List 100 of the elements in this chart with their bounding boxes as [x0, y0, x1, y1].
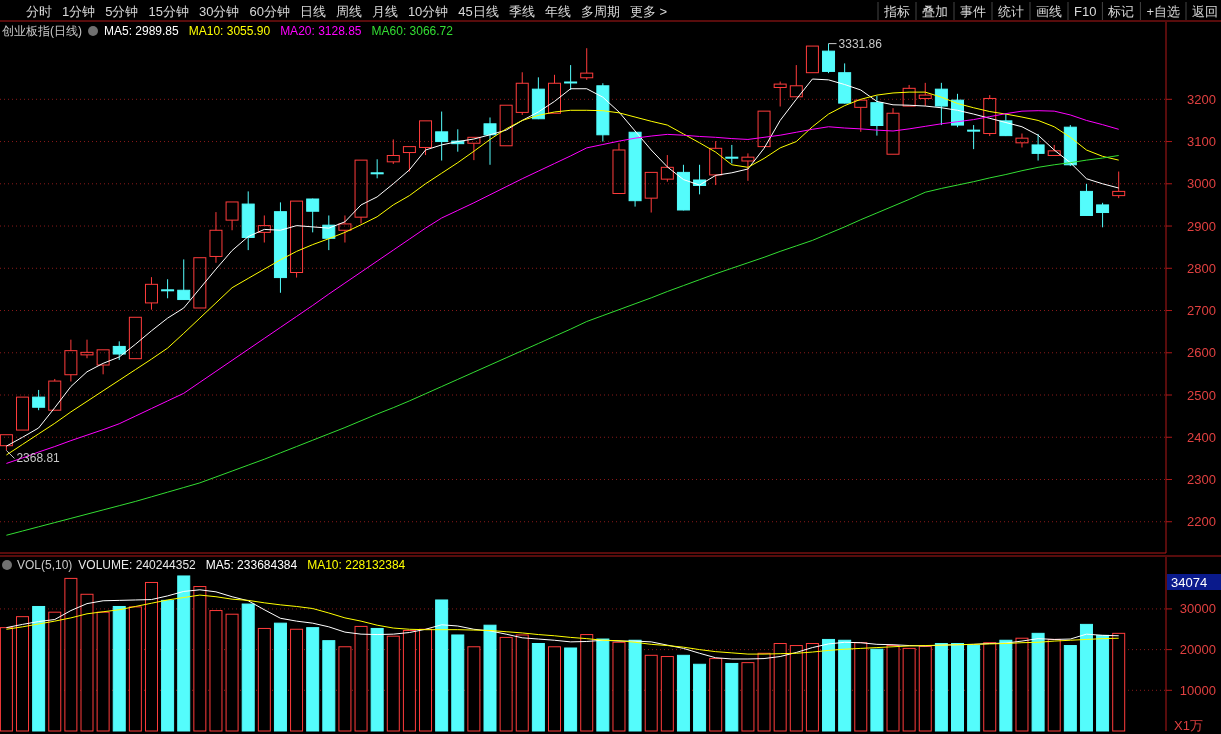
- bar: [660, 656, 674, 732]
- candlestick: [370, 158, 384, 179]
- candlestick: [822, 43, 836, 74]
- candlestick: [967, 124, 981, 150]
- bar: [499, 636, 513, 732]
- annotation: VOLUME: 240244352: [78, 558, 197, 572]
- bar: [96, 611, 110, 732]
- bar: [354, 625, 368, 732]
- bar: [161, 599, 175, 732]
- y-tick-label: 2900: [1187, 218, 1216, 234]
- bar: [918, 645, 932, 732]
- text: 统计: [998, 3, 1024, 19]
- candlestick: [1031, 133, 1045, 162]
- candlestick: [709, 140, 723, 186]
- chart-title: VOL(5,10): [17, 558, 73, 572]
- candlestick: [64, 339, 78, 382]
- y-tick-label: 3100: [1187, 134, 1216, 150]
- bar: [902, 647, 916, 732]
- bar: [628, 639, 642, 732]
- bar: [693, 663, 707, 732]
- chart-title: 创业板指(日线): [2, 24, 82, 38]
- y-tick-label: 10000: [1179, 682, 1216, 698]
- bar: [838, 639, 852, 732]
- text: 30分钟: [198, 3, 240, 19]
- candlestick: [112, 340, 126, 361]
- text: 45日线: [458, 3, 499, 19]
- bar: [1063, 645, 1077, 732]
- candlestick: [789, 64, 803, 98]
- bar: [1047, 638, 1061, 732]
- bar: [725, 662, 739, 732]
- candlestick: [467, 136, 481, 161]
- candlestick: [902, 84, 916, 107]
- bar: [209, 610, 223, 732]
- bar: [193, 586, 207, 732]
- bar: [951, 643, 964, 732]
- bar: [16, 616, 30, 732]
- text: 多周期: [580, 3, 620, 19]
- text: 更多 >: [629, 3, 668, 19]
- bar: [676, 654, 690, 732]
- candlestick: [354, 159, 368, 224]
- bar: [402, 629, 416, 732]
- candlestick: [886, 107, 900, 155]
- candlestick: [402, 146, 416, 173]
- bar: [789, 645, 803, 732]
- bar: [0, 627, 13, 732]
- text: 季线: [508, 3, 535, 19]
- bar: [934, 643, 948, 732]
- y-tick-label: 30000: [1179, 601, 1216, 617]
- bar: [709, 658, 723, 732]
- y-tick-label: 20000: [1179, 642, 1216, 658]
- candlestick: [161, 278, 175, 299]
- text: 60分钟: [249, 3, 290, 19]
- y-tick-label: 2500: [1187, 387, 1216, 403]
- bar: [419, 628, 433, 732]
- bar: [1079, 623, 1093, 732]
- bar: [531, 643, 545, 732]
- text: F10: [1074, 3, 1097, 19]
- bar: [644, 654, 658, 732]
- bar: [1015, 637, 1029, 732]
- text: 5分钟: [105, 3, 139, 19]
- bar: [773, 643, 787, 732]
- text: 事件: [960, 3, 986, 19]
- y-tick-label: 2800: [1187, 260, 1216, 276]
- candlestick: [177, 258, 191, 301]
- y-tick-label: 2700: [1187, 303, 1216, 319]
- bar: [257, 627, 271, 732]
- candlestick: [854, 99, 868, 133]
- text: 标记: [1107, 3, 1135, 19]
- bar: [515, 634, 529, 732]
- candlestick: [80, 339, 94, 359]
- candlestick: [741, 152, 755, 182]
- candlestick: [225, 201, 239, 231]
- text: +自选: [1146, 3, 1180, 19]
- bar: [564, 647, 578, 732]
- bar: [967, 645, 981, 732]
- candlestick: [644, 171, 658, 214]
- bar: [177, 575, 191, 732]
- bar: [854, 642, 868, 732]
- y-tick-label: 2400: [1187, 429, 1216, 445]
- bar: [757, 652, 771, 732]
- text: 返回: [1192, 3, 1218, 19]
- y-tick-label: 2200: [1187, 514, 1216, 530]
- bar: [870, 648, 884, 732]
- bar: [805, 643, 819, 732]
- text: MA20: 3128.85: [280, 24, 362, 38]
- bar: [64, 577, 78, 732]
- text: MA10: 3055.90: [188, 24, 271, 38]
- candlestick: [209, 211, 223, 264]
- bar: [338, 646, 352, 732]
- text: 分时: [26, 3, 52, 19]
- y-tick-label: 2600: [1187, 345, 1216, 361]
- bar: [451, 634, 465, 732]
- candlestick: [32, 389, 46, 411]
- bar: [741, 662, 755, 732]
- bar: [144, 581, 158, 732]
- text: 年线: [544, 3, 571, 19]
- bar: [322, 640, 336, 732]
- bar: [306, 627, 320, 732]
- bar: [580, 634, 594, 732]
- text: MA60: 3066.72: [371, 24, 454, 38]
